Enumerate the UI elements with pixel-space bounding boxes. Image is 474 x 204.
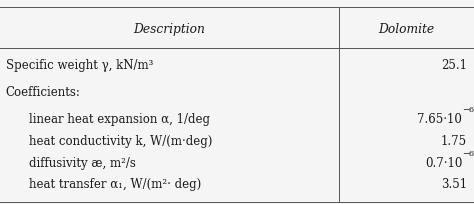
Text: diffusivity æ, m²/s: diffusivity æ, m²/s (29, 157, 136, 170)
Text: 0.7·10: 0.7·10 (425, 157, 462, 170)
Text: Dolomite: Dolomite (378, 23, 435, 36)
Text: Coefficients:: Coefficients: (6, 86, 81, 99)
Text: −6: −6 (463, 150, 474, 158)
Text: 3.51: 3.51 (441, 178, 467, 191)
Text: Description: Description (134, 23, 205, 36)
Text: heat conductivity k, W/(m·deg): heat conductivity k, W/(m·deg) (29, 135, 213, 148)
Text: Specific weight γ, kN/m³: Specific weight γ, kN/m³ (6, 59, 153, 72)
Text: heat transfer α₁, W/(m²· deg): heat transfer α₁, W/(m²· deg) (29, 178, 201, 191)
Text: −6: −6 (463, 106, 474, 114)
Text: linear heat expansion α, 1/deg: linear heat expansion α, 1/deg (29, 113, 210, 126)
Text: 7.65·10: 7.65·10 (417, 113, 462, 126)
Text: 1.75: 1.75 (441, 135, 467, 148)
Text: 25.1: 25.1 (441, 59, 467, 72)
